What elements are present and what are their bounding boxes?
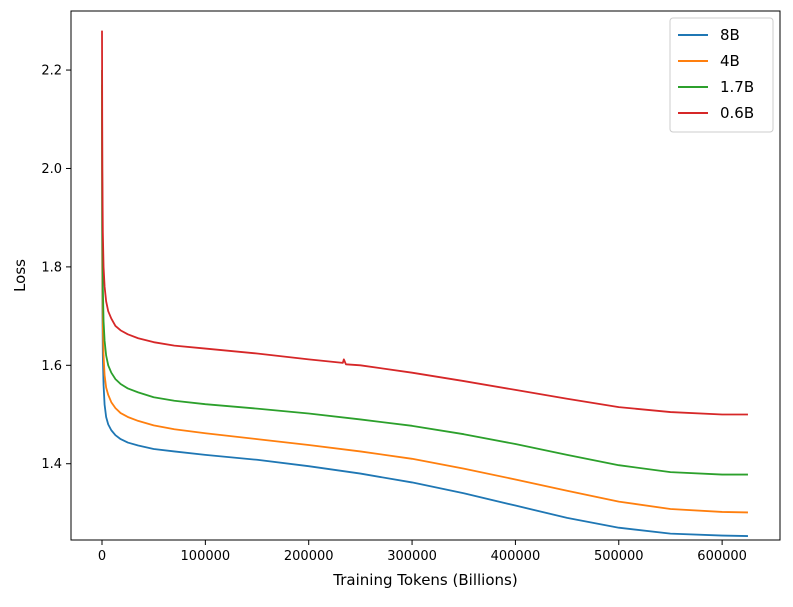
x-axis-title: Training Tokens (Billions) [332, 571, 517, 589]
x-tick-label: 600000 [697, 549, 747, 564]
y-axis-title: Loss [11, 259, 29, 292]
y-tick-label: 1.8 [41, 260, 62, 275]
series-lines [101, 30, 748, 537]
legend-label: 8B [720, 26, 740, 44]
x-tick-label: 400000 [491, 549, 541, 564]
y-axis-ticks: 1.4 1.6 1.8 2.0 2.2 [41, 64, 71, 472]
legend-label: 0.6B [720, 104, 754, 122]
series-line-1-7B [101, 70, 748, 476]
y-tick-label: 2.0 [41, 162, 62, 177]
x-tick-label: 500000 [594, 549, 644, 564]
legend: 8B 4B 1.7B 0.6B [669, 17, 774, 133]
y-tick-label: 2.2 [41, 64, 62, 79]
x-axis-ticks: 0 100000 200000 300000 400000 500000 600000 [98, 540, 747, 564]
legend-label: 1.7B [720, 78, 754, 96]
legend-box [669, 17, 774, 133]
series-line-8B [101, 109, 748, 537]
y-tick-label: 1.4 [41, 457, 62, 472]
y-tick-label: 1.6 [41, 359, 62, 374]
legend-label: 4B [720, 52, 740, 70]
x-tick-label: 0 [98, 549, 106, 564]
series-line-4B [101, 84, 748, 514]
x-tick-label: 200000 [284, 549, 334, 564]
x-tick-label: 300000 [387, 549, 437, 564]
series-line-0-6B [101, 30, 748, 416]
x-tick-label: 100000 [181, 549, 231, 564]
plot-area-frame [70, 10, 781, 541]
